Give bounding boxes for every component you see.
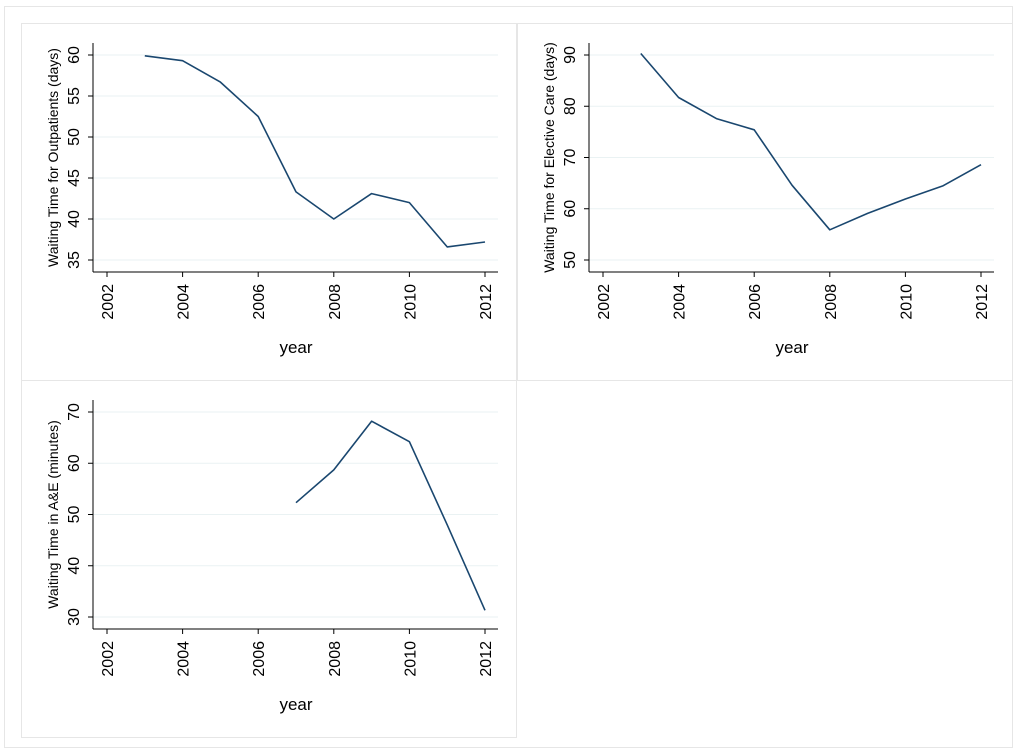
panel-outpatients: 35 40 45 50 55 60 2002 2004 2006 2008 2010 2012 Wa… [21, 23, 517, 381]
x-tick-label: 2012 [478, 641, 495, 677]
panel-ae-ylabel: Waiting Time in A&E (minutes) [45, 420, 61, 609]
x-tick-label: 2010 [402, 284, 419, 320]
y-tick-label: 60 [66, 454, 83, 472]
panel-elective-care-xtick-labels: 2002 2004 2006 2008 2010 2012 [596, 284, 991, 320]
y-tick-label: 40 [66, 557, 83, 575]
x-tick-label: 2004 [672, 284, 689, 320]
panel-ae-border [21, 380, 517, 738]
panel-elective-care-ylabel: Waiting Time for Elective Care (days) [541, 42, 557, 273]
panel-elective-care-gridlines [589, 54, 994, 261]
y-tick-label: 60 [66, 46, 83, 64]
panel-outpatients-series-line [144, 55, 486, 248]
y-tick-label: 40 [66, 210, 83, 228]
panel-outpatients-xlabel: year [279, 338, 312, 357]
panel-elective-care-ytick-labels: 50 60 70 80 90 [562, 46, 579, 269]
panel-ae-series-line [295, 420, 486, 611]
y-tick-label: 70 [562, 149, 579, 167]
y-tick-label: 45 [66, 169, 83, 187]
x-tick-label: 2008 [823, 284, 840, 320]
panel-ae-axes [88, 400, 498, 634]
figure-border [4, 6, 1013, 748]
x-tick-label: 2008 [327, 284, 344, 320]
y-tick-label: 55 [66, 87, 83, 105]
panel-outpatients-gridlines [93, 54, 498, 261]
panel-outpatients-ytick-labels: 35 40 45 50 55 60 [66, 46, 83, 269]
y-tick-label: 50 [66, 506, 83, 524]
panel-elective-care: 50 60 70 80 90 2002 2004 2006 2008 2010 2012 Wait… [517, 23, 1013, 381]
y-tick-label: 70 [66, 403, 83, 421]
x-tick-label: 2008 [327, 641, 344, 677]
y-tick-label: 50 [562, 251, 579, 269]
x-tick-label: 2006 [251, 641, 268, 677]
y-tick-label: 90 [562, 46, 579, 64]
x-tick-label: 2012 [974, 284, 991, 320]
panel-outpatients-xtick-labels: 2002 2004 2006 2008 2010 2012 [100, 284, 495, 320]
panel-elective-care-xlabel: year [775, 338, 808, 357]
panel-elective-care-series-line [640, 52, 982, 231]
x-tick-label: 2006 [747, 284, 764, 320]
x-tick-label: 2002 [100, 284, 117, 320]
panel-ae: 30 40 50 60 70 2002 2004 2006 2008 2010 2012 Wait… [21, 380, 517, 738]
x-tick-label: 2012 [478, 284, 495, 320]
x-tick-label: 2002 [596, 284, 613, 320]
x-tick-label: 2004 [176, 284, 193, 320]
x-tick-label: 2002 [100, 641, 117, 677]
y-tick-label: 60 [562, 200, 579, 218]
panel-ae-ytick-labels: 30 40 50 60 70 [66, 403, 83, 626]
panel-outpatients-ylabel: Waiting Time for Outpatients (days) [45, 48, 61, 267]
panel-elective-care-border [517, 23, 1013, 381]
panel-ae-xtick-labels: 2002 2004 2006 2008 2010 2012 [100, 641, 495, 677]
y-tick-label: 80 [562, 97, 579, 115]
panel-outpatients-border [21, 23, 517, 381]
panel-elective-care-axes [584, 43, 994, 277]
panel-ae-xlabel: year [279, 695, 312, 714]
panel-outpatients-axes [88, 43, 498, 277]
x-tick-label: 2006 [251, 284, 268, 320]
panel-ae-gridlines [93, 411, 498, 618]
x-tick-label: 2004 [176, 641, 193, 677]
y-tick-label: 30 [66, 608, 83, 626]
y-tick-label: 35 [66, 251, 83, 269]
y-tick-label: 50 [66, 128, 83, 146]
x-tick-label: 2010 [402, 641, 419, 677]
x-tick-label: 2010 [898, 284, 915, 320]
